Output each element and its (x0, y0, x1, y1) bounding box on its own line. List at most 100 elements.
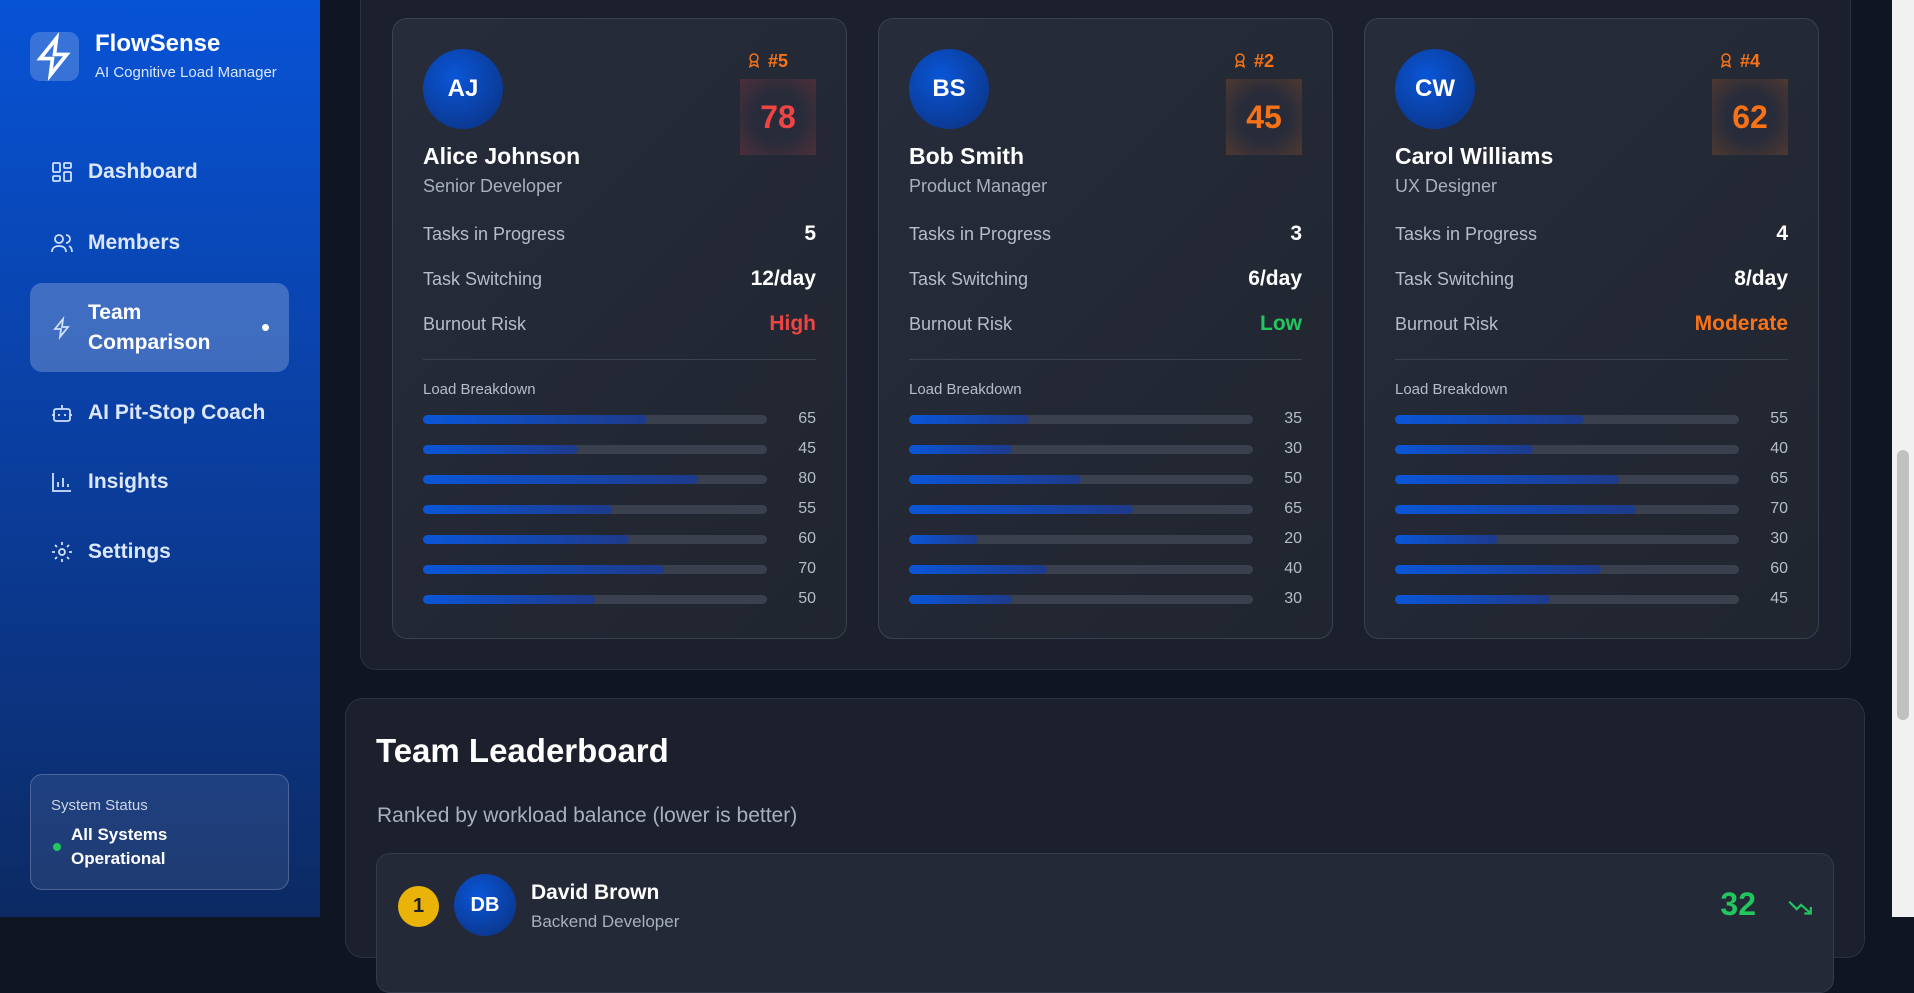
stat-label: Tasks in Progress (423, 224, 566, 244)
load-track (909, 565, 1253, 574)
load-track (1395, 535, 1739, 544)
nav-item[interactable]: Members (30, 221, 289, 265)
load-bar (909, 505, 1133, 514)
rank-badge: #2 (1232, 50, 1274, 72)
load-bar (1395, 565, 1602, 574)
load-track (423, 445, 767, 454)
stat-label: Task Switching (423, 269, 543, 289)
load-value: 80 (798, 470, 816, 487)
nav-item[interactable]: Dashboard (30, 150, 289, 194)
load-bar (909, 475, 1081, 484)
member-role: Product Manager (909, 176, 1048, 196)
rank: #4 (1739, 51, 1760, 71)
score: 45 (1226, 79, 1302, 155)
divider (423, 359, 816, 360)
brand: FlowSense (95, 30, 221, 57)
member-name: Bob Smith (909, 143, 1024, 169)
load-track (909, 475, 1253, 484)
load-bar (1395, 505, 1636, 514)
load-label: Load Breakdown (1395, 381, 1508, 398)
load-track (909, 445, 1253, 454)
stat-label: Task Switching (1395, 269, 1515, 289)
load-value: 55 (798, 500, 816, 517)
load-bar (423, 445, 578, 454)
leaderboard-title: Team Leaderboard (376, 732, 669, 769)
stat-value: 8/day (1734, 267, 1788, 290)
load-value: 65 (1770, 470, 1788, 487)
nav-item[interactable]: Team Comparison (30, 283, 289, 372)
load-value: 70 (798, 560, 816, 577)
stat-value: 12/day (750, 267, 816, 290)
load-value: 20 (1284, 530, 1302, 547)
stat-value: Low (1260, 312, 1302, 335)
load-value: 50 (1284, 470, 1302, 487)
load-track (423, 595, 767, 604)
load-bar (1395, 415, 1585, 424)
load-bar (909, 415, 1030, 424)
load-value: 60 (1770, 560, 1788, 577)
rank-badge: #5 (746, 50, 788, 72)
stat-label: Burnout Risk (1395, 314, 1499, 334)
member-card: AJ #5 78 Alice Johnson Senior Developer Tasks… (392, 18, 847, 639)
load-bar (1395, 475, 1619, 484)
load-bar (423, 565, 664, 574)
load-value: 70 (1770, 500, 1788, 517)
load-bar (423, 415, 647, 424)
load-bar (1395, 535, 1499, 544)
member-name: Alice Johnson (423, 143, 581, 169)
load-track (1395, 445, 1739, 454)
load-value: 30 (1770, 530, 1788, 547)
divider (1395, 359, 1788, 360)
nav-item[interactable]: Settings (30, 530, 289, 574)
sidebar: FlowSense AI Cognitive Load Manager Syst… (0, 0, 320, 917)
rank: #2 (1253, 51, 1274, 71)
avatar: DB (454, 874, 516, 936)
load-bar (909, 535, 978, 544)
nav-item[interactable]: Insights (30, 460, 289, 504)
main: AJ #5 78 Alice Johnson Senior Developer Tasks… (320, 0, 1892, 993)
scroll-thumb[interactable] (1897, 450, 1909, 720)
load-value: 45 (798, 440, 816, 457)
load-label: Load Breakdown (423, 381, 536, 398)
nav-label: Insights (88, 470, 169, 493)
member-name: Carol Williams (1395, 143, 1554, 169)
score: 62 (1712, 79, 1788, 155)
row-name: David Brown (531, 881, 660, 904)
load-value: 55 (1770, 410, 1788, 427)
avatar: BS (909, 49, 989, 129)
row-role: Backend Developer (531, 912, 680, 931)
load-track (1395, 595, 1739, 604)
member-card: BS #2 45 Bob Smith Product Manager Tasks in P… (878, 18, 1333, 639)
score: 78 (740, 79, 816, 155)
avatar: AJ (423, 49, 503, 129)
load-bar (1395, 445, 1533, 454)
load-value: 40 (1770, 440, 1788, 457)
stat-label: Task Switching (909, 269, 1029, 289)
stat-label: Tasks in Progress (1395, 224, 1538, 244)
load-bar (909, 565, 1047, 574)
stat-value: 5 (804, 222, 816, 245)
avatar: CW (1395, 49, 1475, 129)
nav-label: Dashboard (88, 160, 198, 183)
stat-value: High (769, 312, 816, 335)
load-track (909, 595, 1253, 604)
load-value: 30 (1284, 440, 1302, 457)
leaderboard-row[interactable]: 1 DB David Brown Backend Developer 32 (376, 853, 1834, 993)
nav-label: Settings (88, 540, 171, 563)
load-value: 30 (1284, 590, 1302, 607)
stat-value: 4 (1776, 222, 1788, 245)
load-value: 40 (1284, 560, 1302, 577)
member-role: UX Designer (1395, 176, 1498, 196)
stat-label: Tasks in Progress (909, 224, 1052, 244)
load-bar (423, 595, 595, 604)
load-value: 35 (1284, 410, 1302, 427)
leaderboard-subtitle: Ranked by workload balance (lower is bet… (377, 804, 798, 827)
status-label: System Status (51, 797, 148, 814)
load-value: 45 (1770, 590, 1788, 607)
load-label: Load Breakdown (909, 381, 1022, 398)
nav-item[interactable]: AI Pit-Stop Coach (30, 391, 289, 435)
load-value: 50 (798, 590, 816, 607)
comparison-panel: AJ #5 78 Alice Johnson Senior Developer Tasks… (360, 0, 1851, 670)
status-text: All Systems Operational (71, 825, 168, 868)
